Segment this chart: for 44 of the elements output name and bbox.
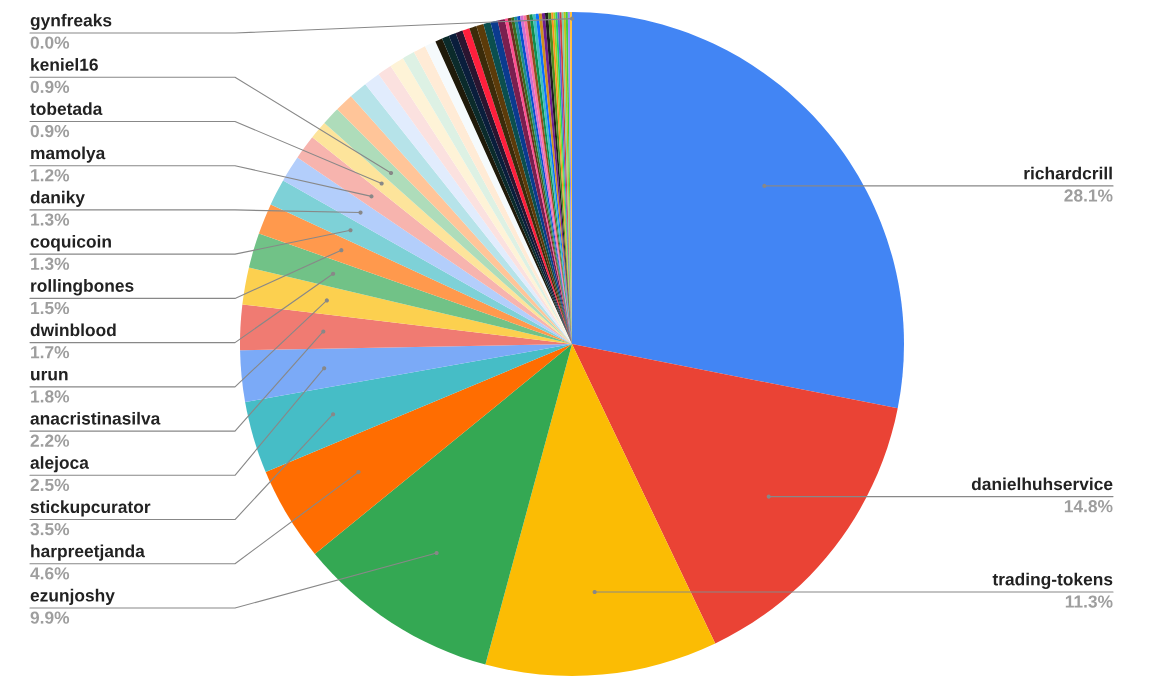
pie-slice <box>265 344 572 555</box>
data-label: 0.9% <box>30 124 70 138</box>
pie-slice <box>314 344 572 665</box>
slice-label: ezunjoshy <box>30 588 115 605</box>
slice-label: danielhuhservice <box>971 477 1113 491</box>
slice-label: richardcrill <box>1024 166 1112 180</box>
data-label: 2.5% <box>30 478 70 492</box>
slice-label: rollingbones <box>31 279 134 296</box>
data-label: 1.5% <box>31 301 70 315</box>
category-label: gynfreaks <box>30 13 112 30</box>
slice-label: mamolya <box>31 146 106 163</box>
slice-label: harpreetjanda <box>31 544 145 561</box>
data-label: 1.2% <box>31 169 70 182</box>
pie-slice <box>245 344 572 473</box>
data-label: 1.7% <box>31 346 70 359</box>
data-label: 0.9% <box>30 80 70 93</box>
data-label: 11.3% <box>1065 595 1113 608</box>
slice-label: tobetada <box>30 102 103 116</box>
data-label: 1.3% <box>31 213 70 226</box>
data-label: 1.3% <box>31 257 70 270</box>
slice-label: alejoca <box>30 456 89 473</box>
pie-slice <box>240 344 572 403</box>
text: 0.0% <box>30 36 70 49</box>
slice-label: trading-tokens <box>992 572 1113 589</box>
data-label: 3.5% <box>30 523 70 536</box>
slice-label: anacristinasilva <box>30 411 161 425</box>
slice-label: dwinblood <box>30 323 116 337</box>
pie-slice <box>258 204 572 344</box>
data-label: 4.6% <box>30 567 70 580</box>
pie-slice <box>572 12 904 409</box>
pie-slice <box>242 267 572 344</box>
data-label: 28.1% <box>1064 189 1113 202</box>
slice-label: keniel16 <box>31 58 98 71</box>
data-label: 1.8% <box>31 390 70 403</box>
data-label: 9.9% <box>30 611 70 624</box>
data-label: 14.8% <box>1064 500 1113 513</box>
pie-slice <box>572 344 898 644</box>
slice-label: daniky <box>30 190 85 207</box>
pie-slice <box>248 233 572 344</box>
slice-label: coquicoin <box>30 234 111 252</box>
pie-slice <box>485 344 716 676</box>
data-label: 2.2% <box>30 434 70 447</box>
slice-label: urun <box>31 370 68 381</box>
slice-label: stickupcurator <box>30 500 151 517</box>
